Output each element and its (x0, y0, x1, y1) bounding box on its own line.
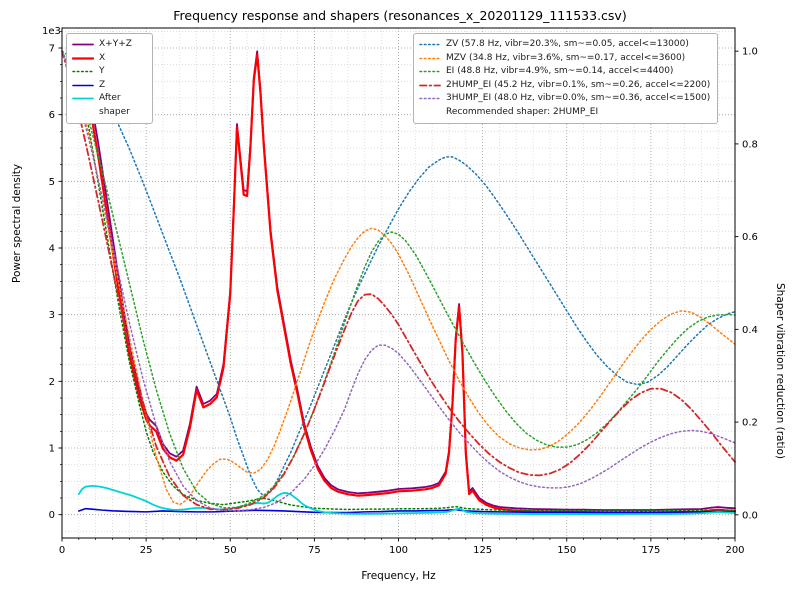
legend-line-sample (419, 84, 441, 86)
legend-entry: X (72, 52, 145, 66)
legend-entry-label: After shaper (99, 93, 130, 117)
y-axis-scale-factor: 1e3 (42, 26, 61, 37)
legend-line-sample (419, 70, 441, 73)
legend-line-sample (419, 57, 441, 59)
legend-entry-label: X+Y+Z (99, 39, 132, 49)
x-tick-label: 0 (59, 545, 65, 556)
y-left-tick-label: 6 (49, 110, 55, 121)
legend-entry-label: ZV (57.8 Hz, vibr=20.3%, sm~=0.05, accel… (446, 39, 689, 49)
series-3hump-ei (61, 50, 736, 512)
legend-line-sample (72, 56, 94, 60)
legend-entry: Y (72, 65, 145, 79)
legend-entry-label: Z (99, 79, 106, 90)
legend-line-sample (72, 97, 94, 100)
legend-line-sample (72, 84, 94, 86)
chart-title: Frequency response and shapers (resonanc… (173, 8, 627, 23)
x-axis-label: Frequency, Hz (361, 570, 436, 582)
series-2hump-ei (61, 50, 736, 511)
y-left-tick-label: 0 (49, 510, 55, 521)
y-right-tick-label: 0.6 (742, 232, 758, 243)
x-tick-label: 175 (641, 545, 660, 556)
legend-entry: Z (72, 79, 145, 93)
y-right-tick-label: 0.0 (742, 510, 758, 521)
y-right-tick-label: 0.2 (742, 418, 758, 429)
y-left-tick-label: 2 (49, 377, 55, 388)
legend-entry: EI (48.8 Hz, vibr=4.9%, sm~=0.14, accel<… (419, 65, 710, 79)
legend-sample-spacer (419, 106, 441, 107)
y-right-tick-label: 0.4 (742, 325, 758, 336)
y-right-tick-label: 0.8 (742, 139, 758, 150)
legend-entry-label: X (99, 52, 106, 63)
legend-entry: MZV (34.8 Hz, vibr=3.6%, sm~=0.17, accel… (419, 52, 710, 66)
y-right-tick-label: 1.0 (742, 47, 758, 58)
legend-entry-label: 3HUMP_EI (48.0 Hz, vibr=0.0%, sm~=0.36, … (446, 93, 711, 103)
series-zv (61, 50, 736, 498)
legend-entry-label: MZV (34.8 Hz, vibr=3.6%, sm~=0.17, accel… (446, 52, 686, 63)
legend-psd: X+Y+Z X Y Z After shaper (66, 33, 153, 124)
legend-shapers: ZV (57.8 Hz, vibr=20.3%, sm~=0.05, accel… (413, 33, 719, 124)
legend-entry: X+Y+Z (72, 38, 145, 52)
recommended-shaper-note: Recommended shaper: 2HUMP_EI (446, 106, 599, 117)
legend-line-sample (72, 43, 94, 46)
x-tick-label: 50 (224, 545, 237, 556)
legend-line-sample (419, 97, 441, 100)
y-left-tick-label: 4 (49, 244, 55, 255)
series-ei (61, 50, 736, 509)
legend-entry: 2HUMP_EI (45.2 Hz, vibr=0.1%, sm~=0.26, … (419, 79, 710, 93)
legend-entry-label: Y (99, 66, 105, 76)
legend-line-sample (419, 43, 441, 46)
legend-entry: After shaper (72, 92, 145, 119)
y-left-tick-label: 7 (49, 44, 55, 55)
series-mzv (61, 50, 736, 506)
legend-entry: 3HUMP_EI (48.0 Hz, vibr=0.0%, sm~=0.36, … (419, 92, 710, 106)
legend-entry: ZV (57.8 Hz, vibr=20.3%, sm~=0.05, accel… (419, 38, 710, 52)
series-after-shaper (77, 484, 736, 515)
series-y (78, 73, 736, 512)
y-left-tick-label: 1 (49, 444, 55, 455)
x-tick-label: 125 (473, 545, 492, 556)
legend-entry-label: EI (48.8 Hz, vibr=4.9%, sm~=0.14, accel<… (446, 66, 674, 76)
x-tick-label: 150 (557, 545, 576, 556)
x-tick-label: 100 (389, 545, 408, 556)
legend-note-row: Recommended shaper: 2HUMP_EI (419, 106, 710, 120)
x-tick-label: 200 (725, 545, 744, 556)
y-left-tick-label: 3 (49, 310, 55, 321)
legend-line-sample (72, 70, 94, 73)
legend-entry-label: 2HUMP_EI (45.2 Hz, vibr=0.1%, sm~=0.26, … (446, 79, 711, 90)
y-left-tick-label: 5 (49, 177, 55, 188)
x-tick-label: 25 (140, 545, 153, 556)
x-tick-label: 75 (308, 545, 321, 556)
